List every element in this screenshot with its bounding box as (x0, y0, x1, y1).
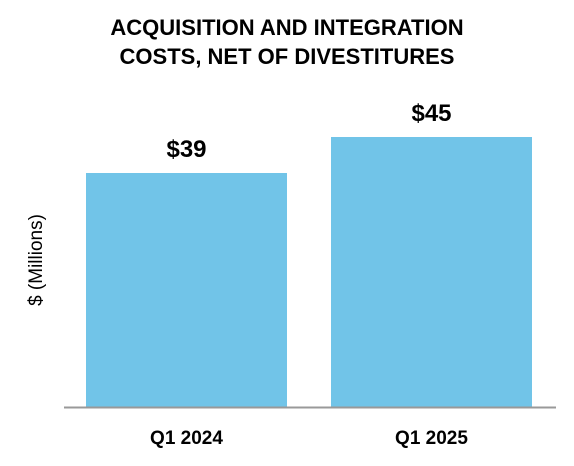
y-axis-label: $ (Millions) (26, 214, 47, 306)
value-label-q1-2024: $39 (166, 136, 206, 163)
category-label-q1-2025: Q1 2025 (395, 428, 468, 449)
category-label-q1-2024: Q1 2024 (150, 428, 223, 449)
value-labels-group: $39 $45 (166, 100, 451, 163)
chart-title-line-2: COSTS, NET OF DIVESTITURES (119, 44, 455, 69)
chart-title: ACQUISITION AND INTEGRATION COSTS, NET O… (0, 13, 574, 71)
bars-group (86, 137, 532, 407)
category-labels-group: Q1 2024 Q1 2025 (150, 428, 468, 449)
chart-title-line-1: ACQUISITION AND INTEGRATION (110, 15, 464, 40)
bar-q1-2025 (331, 137, 532, 407)
value-label-q1-2025: $45 (411, 100, 451, 127)
bar-q1-2024 (86, 173, 287, 407)
